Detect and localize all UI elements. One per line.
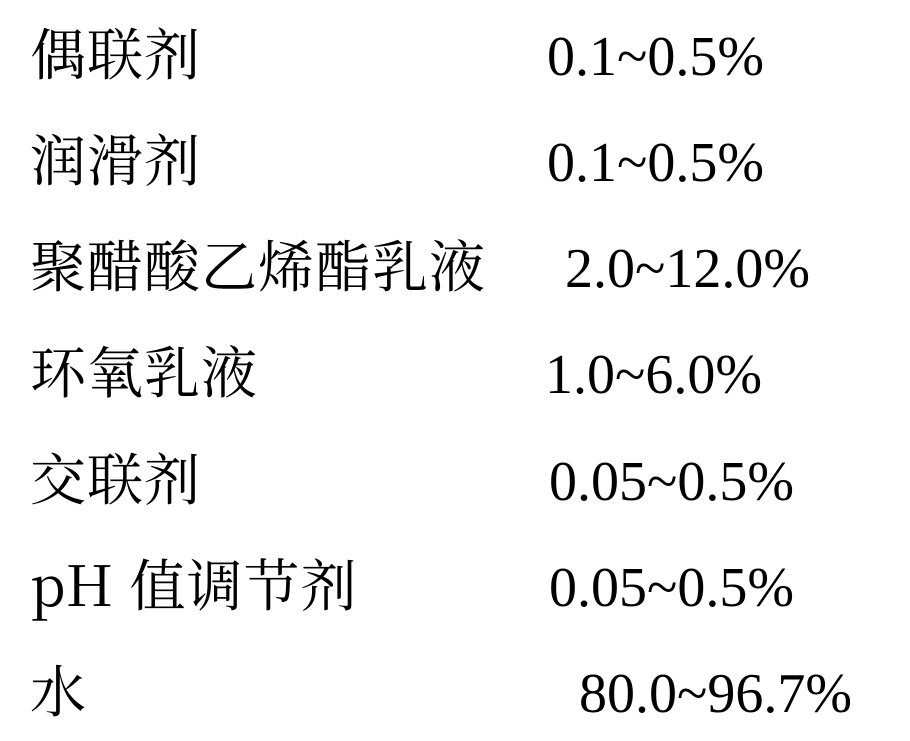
table-row: 聚醋酸乙烯酯乳液 2.0~12.0%	[30, 224, 882, 304]
ingredient-label: 偶联剂	[30, 12, 201, 92]
ingredient-value: 0.1~0.5%	[547, 25, 882, 89]
ingredient-value: 0.1~0.5%	[547, 131, 882, 195]
ingredient-label: 环氧乳液	[30, 330, 258, 410]
table-row: pH 值调节剂 0.05~0.5%	[30, 543, 882, 623]
table-row: 偶联剂 0.1~0.5%	[30, 12, 882, 92]
table-row: 润滑剂 0.1~0.5%	[30, 118, 882, 198]
ingredient-value: 1.0~6.0%	[545, 343, 882, 407]
table-row: 水 80.0~96.7%	[30, 649, 882, 729]
table-row: 交联剂 0.05~0.5%	[30, 437, 882, 517]
ingredient-value: 0.05~0.5%	[549, 556, 882, 620]
ingredient-value: 2.0~12.0%	[565, 237, 882, 301]
ingredient-label: 交联剂	[30, 437, 201, 517]
ingredient-label: 润滑剂	[30, 118, 201, 198]
ingredient-label: 聚醋酸乙烯酯乳液	[30, 224, 486, 304]
composition-table: 偶联剂 0.1~0.5% 润滑剂 0.1~0.5% 聚醋酸乙烯酯乳液 2.0~1…	[0, 0, 910, 741]
ingredient-label: 水	[30, 649, 87, 729]
ingredient-value: 0.05~0.5%	[549, 450, 882, 514]
ingredient-value: 80.0~96.7%	[579, 662, 882, 726]
ingredient-label: pH 值调节剂	[30, 543, 358, 623]
table-row: 环氧乳液 1.0~6.0%	[30, 330, 882, 410]
